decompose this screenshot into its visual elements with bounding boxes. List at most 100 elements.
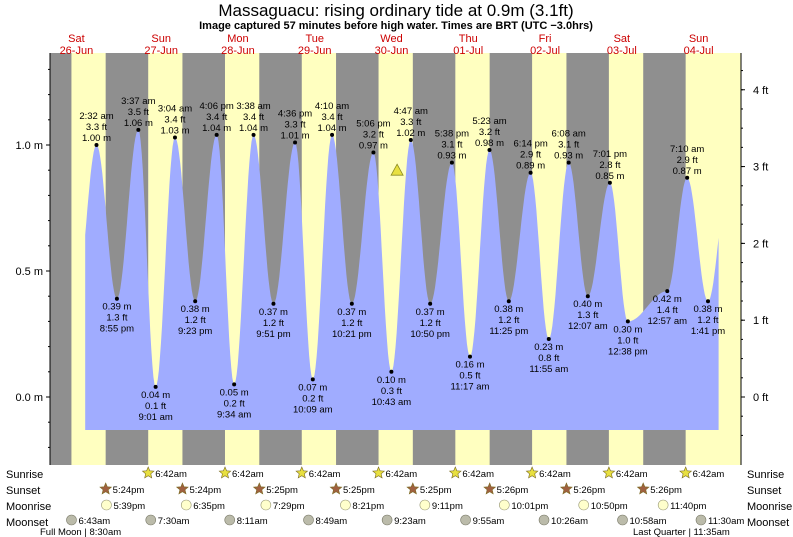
sunrise-icon <box>679 466 693 479</box>
high-tide-feet: 2.8 ft <box>599 160 620 171</box>
sunrise-icon <box>448 466 462 479</box>
high-tide-metres: 1.04 m <box>318 123 347 134</box>
tide-curve <box>85 129 719 430</box>
high-tide-time: 6:14 pm <box>513 139 547 150</box>
low-tide-point <box>271 301 276 306</box>
low-tide-point <box>193 299 198 304</box>
low-tide-feet: 1.2 ft <box>697 315 718 326</box>
sunset-icon <box>406 482 420 495</box>
high-tide-time: 2:32 am <box>79 111 113 122</box>
moonrise-time: 9:11pm <box>432 501 463 512</box>
low-tide-point <box>428 301 433 306</box>
high-tide-metres: 1.06 m <box>124 118 153 129</box>
low-tide-feet: 1.3 ft <box>106 313 127 324</box>
moonset-time: 7:30am <box>158 516 190 527</box>
high-tide-metres: 1.00 m <box>82 133 111 144</box>
low-tide-point <box>349 301 354 306</box>
high-tide-point <box>330 132 335 137</box>
low-tide-point <box>389 369 394 374</box>
low-tide-time: 9:34 am <box>217 409 251 420</box>
moonset-time: 8:49am <box>316 516 348 527</box>
high-tide-feet: 3.3 ft <box>400 117 421 128</box>
sunset-time: 5:24pm <box>189 485 221 496</box>
low-tide-metres: 0.37 m <box>337 307 366 318</box>
moonset-time: 11:30am <box>708 516 744 527</box>
moonset-time: 10:58am <box>630 516 667 527</box>
low-tide-metres: 0.05 m <box>220 387 249 398</box>
moonrise-time: 7:29pm <box>273 501 305 512</box>
sunset-icon <box>99 482 113 495</box>
header-area: Massaguacu: rising ordinary tide at 0.9m… <box>199 1 593 32</box>
moonrise-time: 10:01pm <box>511 501 548 512</box>
sunrise-time: 6:42am <box>232 469 264 480</box>
day-name: Mon <box>227 33 248 45</box>
sunrise-row-label-right: Sunrise <box>747 469 784 481</box>
high-tide-metres: 1.04 m <box>239 123 268 134</box>
high-tide-time: 4:10 am <box>315 101 349 112</box>
day-name: Sat <box>614 33 631 45</box>
low-tide-time: 8:55 pm <box>100 324 134 335</box>
moonrise-time: 11:40pm <box>670 501 706 512</box>
high-tide-point <box>566 160 571 165</box>
moonset-time: 6:43am <box>78 516 110 527</box>
low-tide-point <box>310 377 315 382</box>
sunrise-time: 6:42am <box>386 469 418 480</box>
day-date: 03-Jul <box>607 45 637 57</box>
high-tide-metres: 0.98 m <box>475 138 504 149</box>
tide-labels: 2:32 am3.3 ft1.00 m0.39 m1.3 ft8:55 pm3:… <box>79 96 725 423</box>
high-tide-feet: 3.2 ft <box>363 130 384 141</box>
low-tide-point <box>705 299 710 304</box>
high-tide-feet: 3.4 ft <box>321 112 342 123</box>
low-tide-point <box>585 294 590 299</box>
moonset-icon <box>66 514 77 526</box>
moonset-row-label-right: Moonset <box>747 517 789 529</box>
moonrise-time: 8:21pm <box>352 501 384 512</box>
high-tide-point <box>449 160 454 165</box>
sunset-time: 5:25pm <box>420 485 452 496</box>
low-tide-metres: 0.04 m <box>141 390 170 401</box>
sunrise-icon <box>218 466 232 479</box>
high-tide-time: 3:38 am <box>236 101 270 112</box>
high-tide-point <box>528 170 533 175</box>
moonrise-icon <box>101 499 112 511</box>
moonrise-icon <box>657 499 669 511</box>
high-tide-feet: 2.9 ft <box>520 150 541 161</box>
low-tide-point <box>625 319 630 324</box>
day-name: Sun <box>689 33 709 45</box>
moonset-icon <box>695 514 707 526</box>
moonrise-icon <box>180 499 192 511</box>
chart-subtitle: Image captured 57 minutes before high wa… <box>199 20 593 32</box>
low-tide-feet: 1.2 ft <box>420 318 441 329</box>
high-tide-point <box>607 180 612 185</box>
high-tide-time: 3:37 am <box>121 96 155 107</box>
low-tide-time: 9:51 pm <box>256 329 290 340</box>
day-name: Tue <box>305 33 324 45</box>
current-tide-marker <box>390 163 404 176</box>
low-tide-time: 1:41 pm <box>691 326 725 337</box>
low-tide-metres: 0.38 m <box>181 304 210 315</box>
axes: 1.0 m 0.5 m 0.0 m 4 ft 3 ft 2 ft 1 ft 0 ft <box>15 53 768 465</box>
sunset-time: 5:26pm <box>497 485 529 496</box>
left-tick-label: 0.5 m <box>15 266 43 278</box>
sunset-icon <box>559 482 573 495</box>
low-tide-time: 10:50 pm <box>410 329 450 340</box>
moonset-time: 9:23am <box>394 516 426 527</box>
high-tide-time: 7:01 pm <box>593 149 627 160</box>
moonrise-time: 10:50pm <box>591 501 628 512</box>
day-name: Wed <box>380 33 402 45</box>
low-tide-metres: 0.16 m <box>455 360 484 371</box>
low-tide-metres: 0.30 m <box>613 324 642 335</box>
high-tide-feet: 3.4 ft <box>243 112 264 123</box>
tide-area <box>85 129 719 430</box>
day-date: 01-Jul <box>453 45 483 57</box>
sunset-icon <box>483 482 497 495</box>
sunrise-icon <box>602 466 616 479</box>
sunrise-row-label-left: Sunrise <box>6 469 43 481</box>
sunset-time: 5:24pm <box>113 485 145 496</box>
high-tide-feet: 3.5 ft <box>128 107 149 118</box>
high-tide-point <box>371 150 376 155</box>
day-date: 04-Jul <box>684 45 714 57</box>
sunset-time: 5:26pm <box>573 485 605 496</box>
low-tide-metres: 0.42 m <box>653 294 682 305</box>
high-tide-point <box>172 135 177 140</box>
